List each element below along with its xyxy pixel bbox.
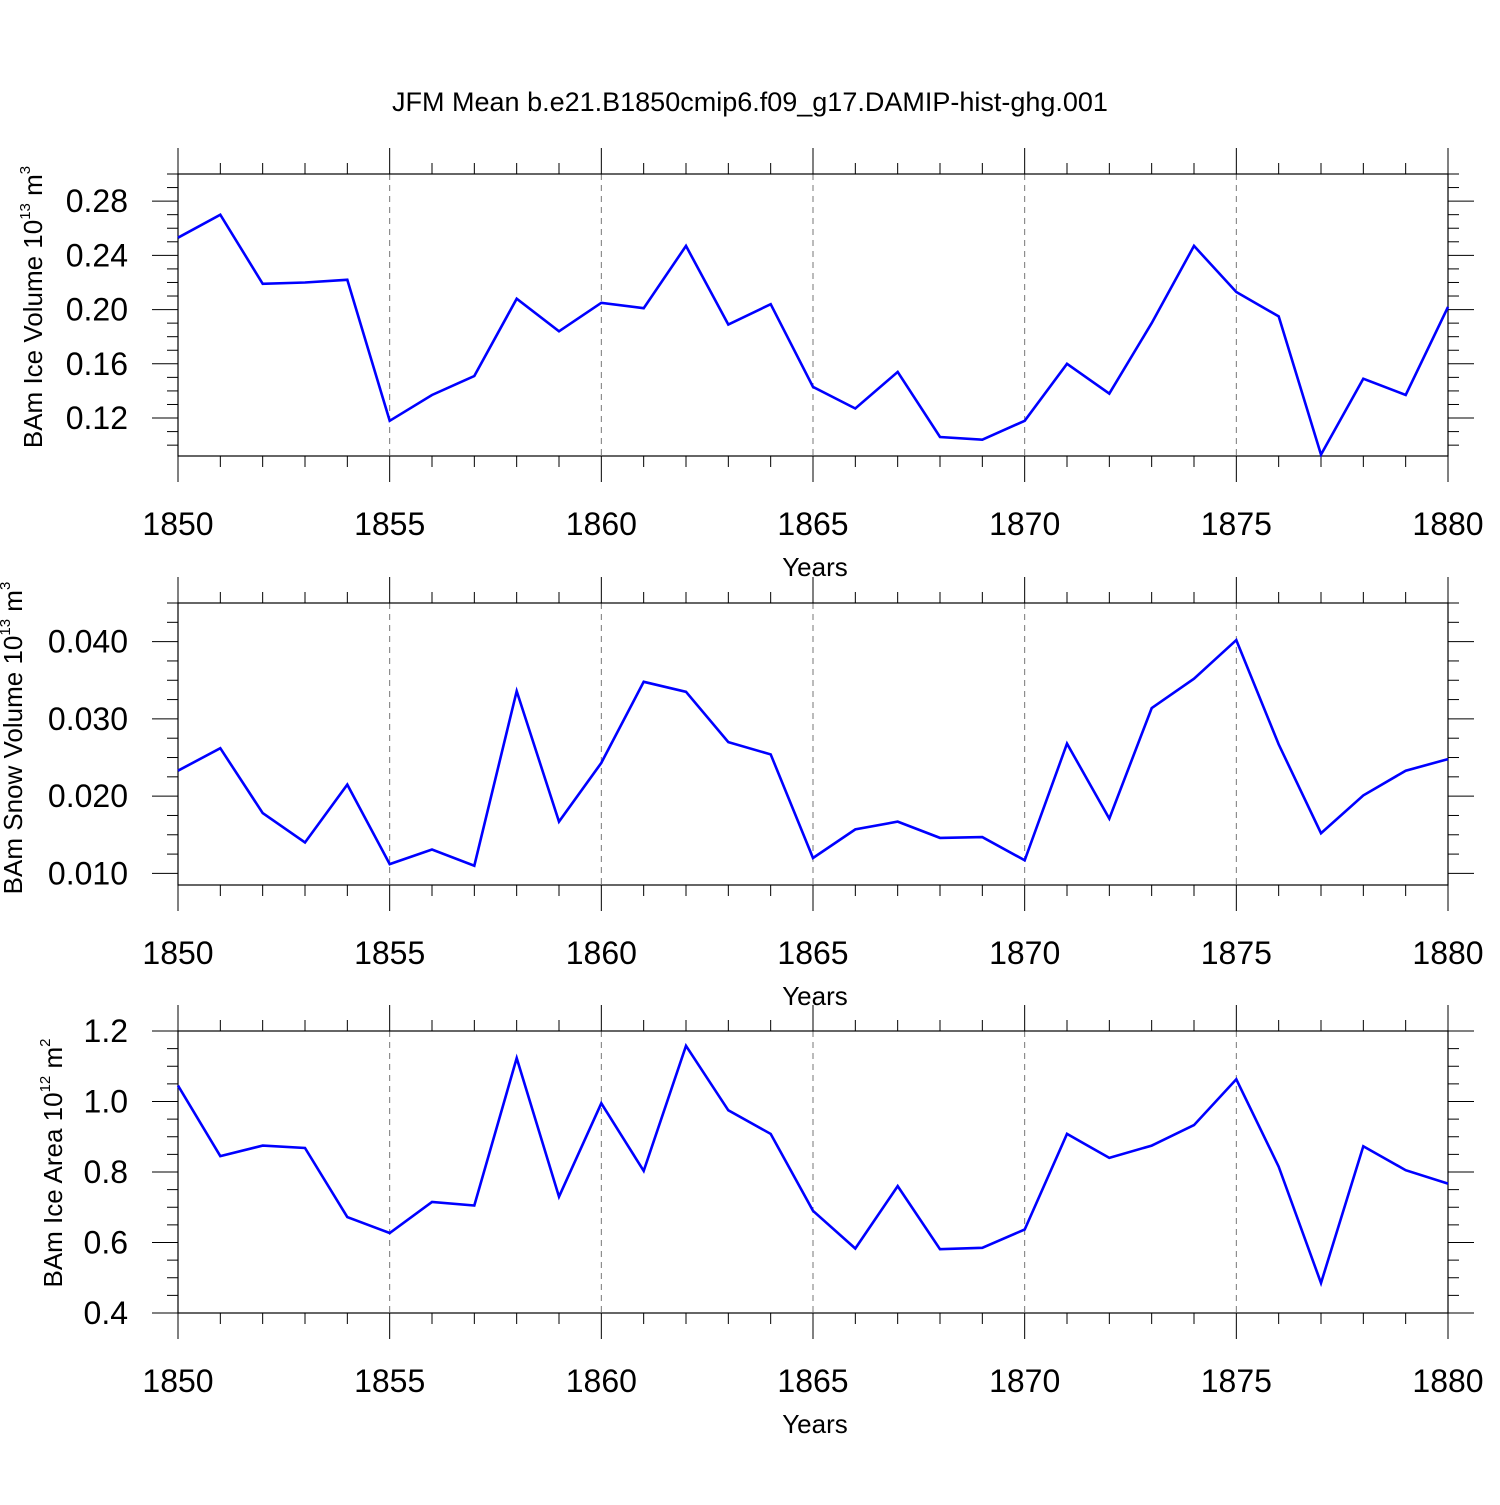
plot-frame <box>178 1031 1448 1313</box>
y-axis-title: BAm Ice Volume 1013 m3 <box>17 166 48 448</box>
y-tick-label: 0.4 <box>84 1295 128 1331</box>
y-tick-label: 0.6 <box>84 1225 128 1261</box>
y-axis-title-part: m <box>0 590 28 619</box>
y-axis-title-superscript: 13 <box>17 203 34 220</box>
y-axis-title-part: BAm Ice Volume 10 <box>18 220 48 448</box>
y-axis-title-superscript: 13 <box>0 619 14 636</box>
x-tick-label: 1855 <box>354 1363 425 1399</box>
x-tick-label: 1875 <box>1201 935 1272 971</box>
y-tick-label: 0.8 <box>84 1154 128 1190</box>
x-tick-label: 1850 <box>142 935 213 971</box>
y-tick-label: 0.24 <box>66 237 128 273</box>
x-tick-label: 1865 <box>777 935 848 971</box>
y-tick-label: 0.010 <box>48 855 128 891</box>
x-tick-label: 1860 <box>566 935 637 971</box>
y-tick-label: 0.020 <box>48 778 128 814</box>
y-axis-title-part: BAm Ice Area 10 <box>38 1092 68 1287</box>
x-tick-label: 1865 <box>777 1363 848 1399</box>
y-tick-label: 0.28 <box>66 183 128 219</box>
x-axis-title: Years <box>782 1409 848 1439</box>
y-tick-label: 0.16 <box>66 346 128 382</box>
x-tick-label: 1855 <box>354 506 425 542</box>
y-tick-label: 1.2 <box>84 1013 128 1049</box>
y-axis-title-superscript: 2 <box>37 1038 54 1046</box>
y-tick-label: 0.20 <box>66 292 128 328</box>
y-axis-title-superscript: 3 <box>0 582 14 590</box>
x-tick-label: 1865 <box>777 506 848 542</box>
plot-frame <box>178 174 1448 456</box>
x-axis-title: Years <box>782 552 848 582</box>
y-axis-title-superscript: 12 <box>37 1076 54 1093</box>
y-axis-title-part: m <box>18 174 48 203</box>
x-tick-label: 1880 <box>1412 1363 1483 1399</box>
y-tick-label: 0.12 <box>66 400 128 436</box>
y-axis-title: BAm Snow Volume 1013 m3 <box>0 582 28 895</box>
panel-2: 0.010 0.020 0.030 0.040 1850 1855 1860 1865 1870… <box>0 577 1484 1011</box>
y-tick-label: 1.0 <box>84 1084 128 1120</box>
y-axis-title-superscript: 3 <box>17 166 34 174</box>
x-tick-label: 1880 <box>1412 506 1483 542</box>
x-tick-label: 1875 <box>1201 506 1272 542</box>
x-tick-label: 1855 <box>354 935 425 971</box>
panel-3: 0.4 0.6 0.8 1.0 1.2 1850 1855 1860 1865 1870 1875 1… <box>37 1005 1484 1439</box>
x-tick-label: 1870 <box>989 1363 1060 1399</box>
y-axis-title-part: m <box>38 1047 68 1076</box>
x-tick-label: 1870 <box>989 935 1060 971</box>
chart-title: JFM Mean b.e21.B1850cmip6.f09_g17.DAMIP-… <box>392 87 1108 117</box>
y-tick-label: 0.030 <box>48 701 128 737</box>
panels: 0.12 0.16 0.20 0.24 0.28 1850 1855 1860 1865 1870… <box>0 148 1484 1439</box>
x-tick-label: 1860 <box>566 1363 637 1399</box>
x-tick-label: 1850 <box>142 1363 213 1399</box>
y-axis-title: BAm Ice Area 1012 m2 <box>37 1038 68 1287</box>
x-tick-label: 1880 <box>1412 935 1483 971</box>
x-tick-label: 1870 <box>989 506 1060 542</box>
x-tick-label: 1860 <box>566 506 637 542</box>
x-tick-label: 1850 <box>142 506 213 542</box>
y-tick-label: 0.040 <box>48 624 128 660</box>
panel-1: 0.12 0.16 0.20 0.24 0.28 1850 1855 1860 1865 1870… <box>17 148 1484 582</box>
x-tick-label: 1875 <box>1201 1363 1272 1399</box>
y-axis-title-part: BAm Snow Volume 10 <box>0 636 28 895</box>
plot-frame <box>178 603 1448 885</box>
x-axis-title: Years <box>782 981 848 1011</box>
